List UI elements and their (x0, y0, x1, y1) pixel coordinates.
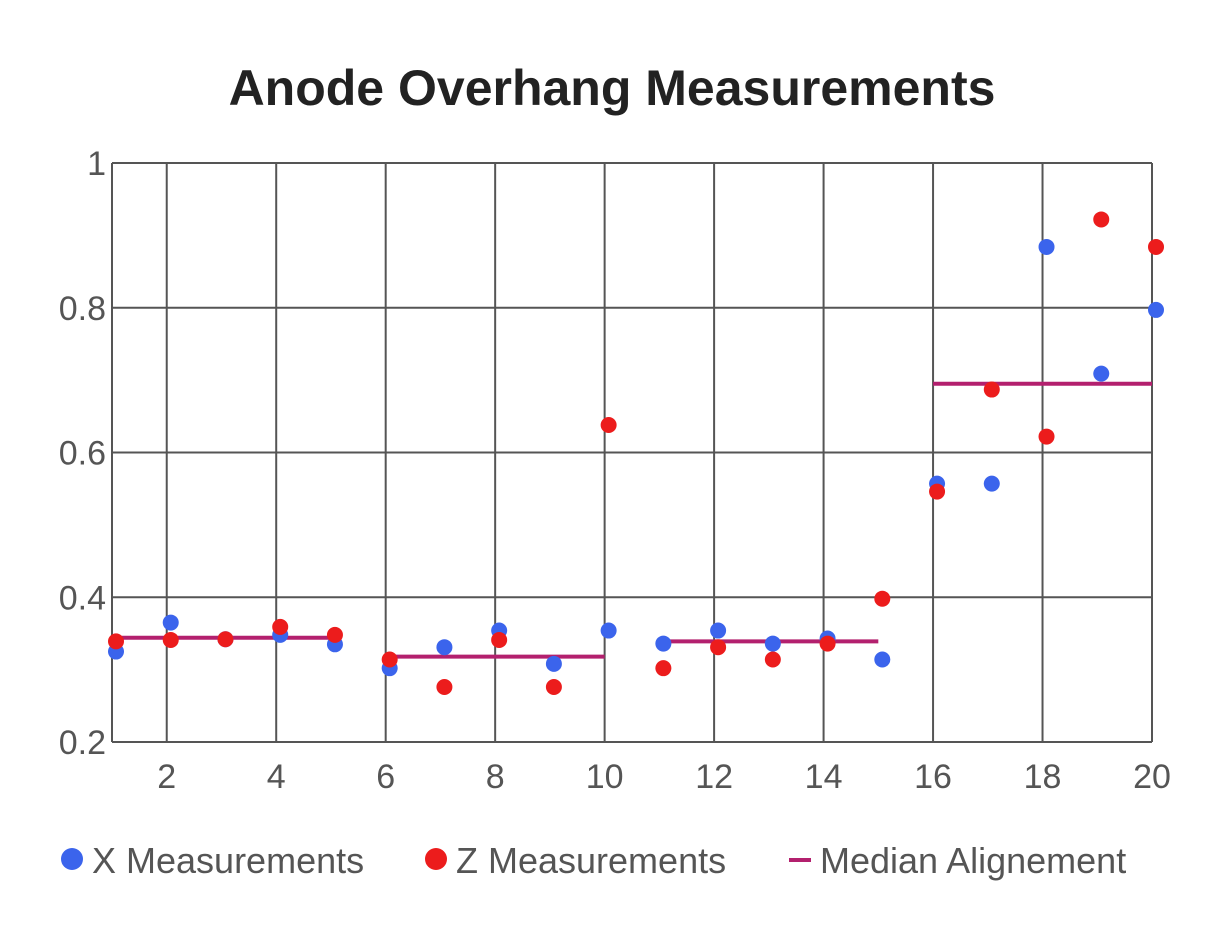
x-measurement-point (764, 635, 781, 652)
y-tick-label: 0.2 (59, 724, 106, 762)
z-measurement-point (819, 635, 836, 652)
z-measurement-point (929, 483, 946, 500)
z-measurement-point (381, 651, 398, 668)
x-measurement-point (983, 475, 1000, 492)
z-measurement-point (983, 381, 1000, 398)
z-measurement-point (108, 633, 124, 650)
z-measurement-point (491, 631, 508, 648)
z-measurement-point (655, 660, 672, 677)
legend-marker (61, 848, 83, 870)
z-measurement-point (326, 626, 343, 643)
x-tick-label: 6 (376, 758, 395, 796)
x-tick-label: 14 (805, 758, 843, 796)
legend-label: Median Alignement (820, 840, 1126, 881)
z-measurement-point (272, 618, 289, 635)
y-tick-label: 0.4 (59, 579, 106, 617)
grid (111, 162, 1153, 743)
x-tick-label: 2 (157, 758, 176, 796)
x-tick-label: 8 (486, 758, 505, 796)
z-measurement-point (436, 678, 453, 695)
legend-marker (425, 848, 447, 870)
z-measurement-point (545, 678, 562, 695)
x-measurement-point (874, 651, 891, 668)
y-tick-label: 0.8 (59, 290, 106, 328)
z-measurement-point (764, 651, 781, 668)
x-measurement-point (1148, 301, 1164, 318)
x-measurement-point (710, 622, 727, 639)
z-measurement-point (1093, 211, 1110, 228)
x-tick-label: 20 (1133, 758, 1171, 796)
legend-label: Z Measurements (456, 840, 726, 881)
x-measurement-point (436, 639, 453, 656)
axis-tick-labels: 0.20.40.60.812 4 6 8 10 12 14 16 18 20 (59, 145, 1171, 796)
z-measurement-point (217, 631, 234, 648)
z-measurement-point (600, 416, 617, 433)
data-points (108, 211, 1164, 695)
y-tick-label: 1 (87, 145, 106, 183)
x-tick-label: 16 (914, 758, 952, 796)
x-measurement-point (655, 635, 672, 652)
legend: X Measurements Z Measurements Median Align… (61, 840, 1126, 881)
x-measurement-point (545, 655, 562, 672)
z-measurement-point (874, 590, 891, 607)
z-measurement-point (710, 639, 727, 656)
x-measurement-point (600, 622, 617, 639)
x-tick-label: 18 (1024, 758, 1062, 796)
y-tick-label: 0.6 (59, 435, 106, 473)
chart-title: Anode Overhang Measurements (229, 60, 996, 116)
x-tick-label: 10 (586, 758, 624, 796)
x-measurement-point (162, 614, 179, 631)
legend-label: X Measurements (92, 840, 364, 881)
z-measurement-point (1148, 238, 1164, 255)
z-measurement-point (162, 631, 179, 648)
x-measurement-point (1093, 365, 1110, 382)
median-lines (112, 381, 1152, 659)
x-tick-label: 12 (695, 758, 733, 796)
z-measurement-point (1038, 428, 1055, 445)
x-tick-label: 4 (267, 758, 286, 796)
x-measurement-point (1038, 238, 1055, 255)
